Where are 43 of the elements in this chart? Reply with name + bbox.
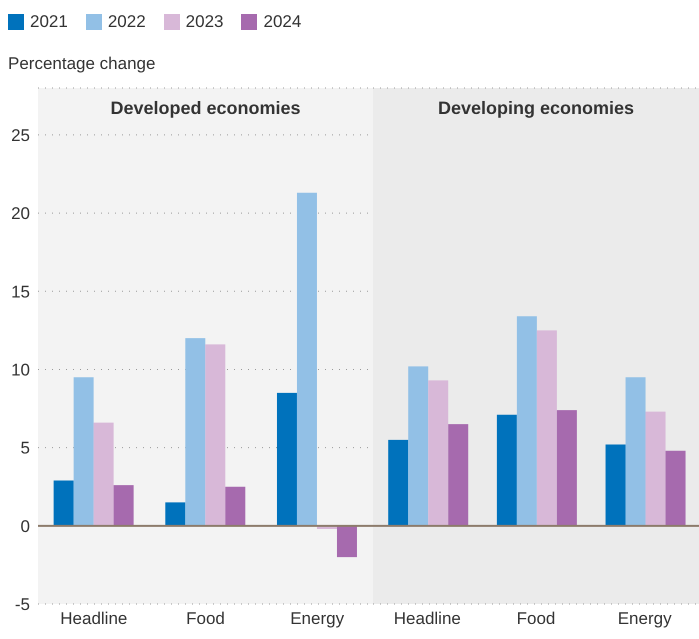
y-tick-label: 0	[20, 516, 30, 536]
bar	[408, 366, 428, 526]
bar	[165, 502, 186, 526]
x-tick-label: Headline	[60, 609, 128, 628]
legend-label: 2024	[263, 12, 302, 32]
y-tick-label: 10	[11, 360, 30, 380]
bar	[54, 480, 74, 526]
bar	[428, 380, 448, 526]
y-tick-label: 20	[11, 204, 30, 224]
bar	[225, 486, 246, 526]
text: Developing economies	[436, 98, 636, 119]
x-tick-label: Food	[186, 609, 225, 628]
bar	[646, 412, 666, 526]
bar	[94, 422, 114, 526]
bar	[296, 192, 317, 526]
x-tick-label: Food	[516, 609, 556, 628]
bar	[74, 377, 94, 526]
bar	[666, 450, 686, 526]
x-tick-label: Headline	[394, 609, 461, 628]
bar	[388, 440, 408, 526]
bar	[556, 410, 577, 526]
y-axis-title: Percentage change	[8, 54, 156, 75]
y-tick-label: -5	[14, 595, 30, 614]
x-tick-label: Energy	[618, 609, 672, 628]
x-tick-label: Energy	[290, 609, 345, 628]
text: Developed economies	[109, 98, 302, 119]
bar	[448, 424, 468, 526]
bar	[606, 444, 626, 526]
legend-label: 2022	[108, 12, 146, 32]
legend-label: 2023	[186, 12, 224, 32]
bar	[114, 485, 134, 526]
y-tick-label: 15	[11, 282, 30, 302]
bar	[205, 344, 226, 526]
bar	[336, 526, 357, 558]
legend-label: 2021	[30, 12, 68, 32]
bar	[626, 377, 646, 526]
y-tick-label: 5	[20, 438, 30, 458]
bar	[536, 330, 557, 526]
bar	[276, 392, 297, 526]
bar	[516, 316, 537, 526]
y-tick-label: 25	[11, 126, 30, 145]
bar	[496, 414, 517, 526]
bar	[185, 338, 206, 526]
